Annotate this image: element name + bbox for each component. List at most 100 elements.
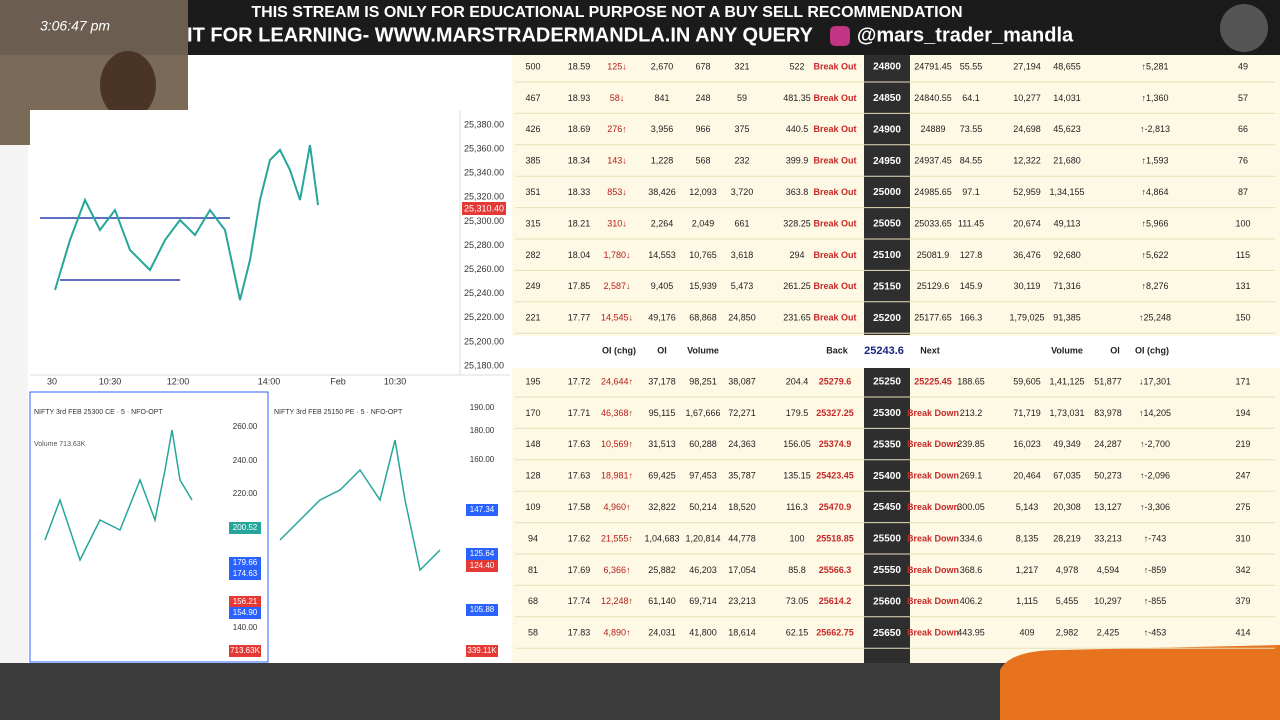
- chain-cell: 24,363: [728, 439, 756, 449]
- chain-cell: 109: [525, 502, 540, 512]
- orange-object: [1000, 645, 1280, 720]
- price-tag: [466, 560, 498, 572]
- chain-header: 25243.6: [864, 345, 904, 357]
- chain-cell: 27,194: [1013, 61, 1041, 71]
- chain-cell: 84.55: [960, 156, 983, 166]
- chain-cell: 30,119: [1014, 281, 1041, 291]
- chain-header: OI: [657, 345, 667, 355]
- chain-cell: 4,960↑: [603, 502, 630, 512]
- chain-cell: Break Down: [907, 565, 959, 575]
- chain-cell: 97,453: [689, 471, 717, 481]
- chain-cell: ↑5,281: [1141, 61, 1168, 71]
- chain-cell: 18.93: [568, 93, 591, 103]
- time-label: 12:00: [167, 376, 190, 386]
- chain-cell: 841: [654, 93, 669, 103]
- chain-cell: 58↓: [610, 93, 625, 103]
- chain-cell: 17.63: [568, 439, 591, 449]
- time-label: 14:00: [258, 376, 281, 386]
- chain-cell: 59,605: [1013, 376, 1041, 386]
- chain-cell: 275: [1235, 502, 1250, 512]
- chain-cell: 24900: [873, 124, 901, 135]
- chain-cell: 385: [525, 156, 540, 166]
- chain-cell: 300.05: [957, 502, 985, 512]
- time-label: 10:30: [384, 376, 407, 386]
- avatar: [1220, 4, 1268, 52]
- chain-cell: 443.95: [957, 628, 985, 638]
- chain-cell: 14,545↓: [601, 313, 633, 323]
- price-label: 25,280.00: [464, 240, 504, 250]
- chain-cell: 351: [525, 187, 540, 197]
- chain-cell: Break Out: [813, 218, 856, 228]
- chain-cell: 10,765: [689, 250, 717, 260]
- price-tag: [229, 596, 261, 608]
- banner-handle: @mars_trader_mandla: [857, 24, 1074, 46]
- chain-cell: 58: [528, 628, 538, 638]
- chain-cell: Break Out: [813, 313, 856, 323]
- main-chart: [30, 110, 460, 372]
- price-label: 25,260.00: [464, 264, 504, 274]
- chain-cell: 36,476: [1013, 250, 1041, 260]
- chain-cell: 282: [525, 250, 540, 260]
- chain-cell: Break Down: [907, 533, 959, 543]
- chain-header: OI (chg): [602, 345, 636, 355]
- ce-price-label: 240.00: [233, 456, 258, 465]
- chain-cell: 25081.9: [917, 250, 950, 260]
- price-tag: [229, 522, 261, 534]
- pe-chart: [270, 392, 510, 662]
- chain-cell: Break Down: [907, 502, 959, 512]
- chain-cell: Break Out: [813, 281, 856, 291]
- chain-cell: 25470.9: [819, 502, 852, 512]
- instagram-icon: [830, 26, 850, 46]
- chain-cell: 33,213: [1094, 533, 1122, 543]
- chain-cell: 17.63: [568, 471, 591, 481]
- chain-cell: 25000: [873, 187, 901, 198]
- chain-cell: 1,79,025: [1009, 313, 1044, 323]
- chain-cell: Break Out: [813, 187, 856, 197]
- chain-cell: 32,822: [648, 502, 676, 512]
- price-label: 25,320.00: [464, 192, 504, 202]
- price-label: 25,360.00: [464, 143, 504, 153]
- chain-cell: ↓17,301: [1139, 376, 1171, 386]
- chain-cell: 249: [525, 281, 540, 291]
- chain-cell: 28,219: [1053, 533, 1081, 543]
- chain-header: Next: [920, 345, 940, 355]
- chain-cell: 342: [1235, 565, 1250, 575]
- banner-line2: IT FOR LEARNING- WWW.MARSTRADERMANDLA.IN…: [187, 24, 814, 46]
- chain-cell: 9,405: [651, 281, 674, 291]
- chain-cell: 31,513: [648, 439, 676, 449]
- chain-cell: 310↓: [607, 218, 627, 228]
- chain-cell: 1,20,814: [685, 533, 720, 543]
- chain-cell: 194: [1235, 408, 1250, 418]
- chain-cell: 18.69: [568, 124, 591, 134]
- chain-cell: 25250: [873, 377, 901, 388]
- chain-cell: 24937.45: [914, 156, 952, 166]
- chain-cell: 44,778: [728, 533, 756, 543]
- chain-cell: 188.65: [957, 376, 985, 386]
- chain-cell: 73.05: [786, 596, 809, 606]
- banner-bg: [188, 0, 1280, 55]
- price-tag: [229, 607, 261, 619]
- chain-cell: 87: [1238, 187, 1248, 197]
- chain-cell: 25450: [873, 502, 901, 513]
- chain-cell: 131: [1235, 281, 1250, 291]
- chain-cell: 35,787: [728, 471, 756, 481]
- ce-title: NIFTY 3rd FEB 25300 CE · 5 · NFO-OPT: [34, 409, 163, 416]
- chain-cell: 171: [1235, 376, 1250, 386]
- chain-cell: 24,850: [728, 313, 756, 323]
- price-line: [54, 144, 319, 301]
- chain-cell: 64.1: [962, 93, 980, 103]
- chain-cell: 221: [525, 313, 540, 323]
- chain-cell: 17.83: [568, 628, 591, 638]
- chain-cell: 17.72: [568, 376, 591, 386]
- chain-cell: 16,023: [1013, 439, 1041, 449]
- chain-cell: 4,594: [1097, 565, 1120, 575]
- chain-cell: Break Down: [907, 408, 959, 418]
- chain-cell: 406.2: [960, 596, 983, 606]
- chain-cell: 25177.65: [914, 313, 952, 323]
- chain-cell: 8,135: [1016, 533, 1039, 543]
- chain-cell: ↑-2,813: [1140, 124, 1170, 134]
- chain-cell: 20,674: [1013, 218, 1041, 228]
- chain-cell: 85.8: [788, 565, 806, 575]
- ce-price-label: 179.66: [233, 558, 258, 567]
- chain-cell: 363.8: [786, 187, 809, 197]
